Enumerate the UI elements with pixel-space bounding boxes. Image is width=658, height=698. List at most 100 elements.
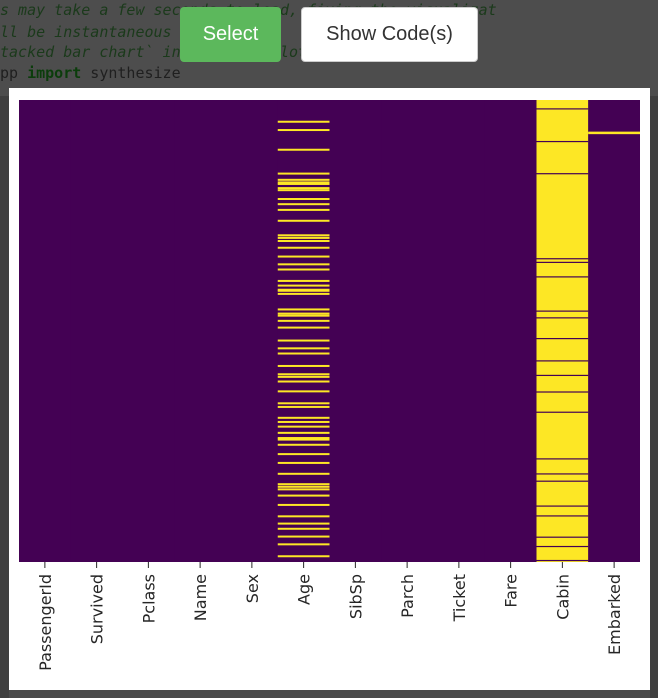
missing-cell [277,472,330,475]
present-cell [536,360,589,362]
missing-cell [277,326,330,329]
code-keyword: import [27,64,82,82]
present-cell [536,458,589,460]
heatmap-column [329,100,382,562]
missing-cell [277,555,330,558]
x-tick-label: Embarked [605,574,624,655]
present-cell [536,374,589,377]
missing-cell [277,120,330,123]
present-cell [536,140,589,143]
heatmap-column [277,100,330,562]
missing-cell [277,314,330,317]
x-tick-label: Fare [502,574,521,608]
show-code-button[interactable]: Show Code(s) [301,7,478,62]
x-tick-label: Name [191,574,210,621]
missing-cell [277,182,330,185]
missing-cell [277,189,330,192]
missing-cell [277,375,330,378]
present-cell [536,173,589,175]
missing-cell [277,416,330,419]
present-cell [536,317,589,319]
heatmap-column [70,100,123,562]
heatmap-column [433,100,485,562]
x-tick-label: Survived [88,574,107,644]
missing-cell [277,289,330,292]
x-tick-label: Ticket [450,574,469,622]
code-comment-line: ll be instantaneous [0,23,172,41]
missing-cell [277,234,330,237]
present-cell [536,480,589,482]
chart-panel: PassengerId Survived Pclass Name Sex Age SibSp… [9,88,650,690]
x-tick-label: Age [295,574,314,605]
missing-cell [277,284,330,287]
x-tick-label: Sex [243,574,262,603]
missing-cell [277,535,330,538]
missing-cell [277,420,330,423]
x-tick-label: Cabin [553,574,572,620]
heatmap-column [122,100,175,562]
missing-cell [277,380,330,383]
x-tick-label: Parch [398,574,417,618]
missing-cell [277,543,330,546]
missing-cell [277,268,330,271]
heatmap-column [588,100,640,562]
missing-cell [277,390,330,393]
select-button[interactable]: Select [180,7,281,62]
missing-cell [277,181,330,184]
missing-cell [277,402,330,405]
missing-cell [277,279,330,282]
x-tick-label: SibSp [346,574,365,619]
missing-cell [277,483,330,486]
present-cell [536,505,589,507]
missing-cell [277,373,330,376]
present-cell [536,536,589,538]
present-cell [536,258,589,260]
present-cell [536,338,589,340]
missing-cell [277,347,330,350]
present-cell [536,261,589,263]
missing-cell [277,129,330,132]
present-cell [536,276,589,278]
missing-cell [536,100,589,562]
missing-cell [277,488,330,491]
present-cell [536,391,589,393]
missing-cell [277,352,330,355]
missing-cell [277,515,330,518]
missing-cell [277,148,330,151]
code-token: synthesize [81,64,181,82]
heatmap-column [19,100,71,562]
missing-cell [277,431,330,434]
missing-cell [277,437,330,440]
missing-cell [277,208,330,211]
background-right-edge [650,96,658,698]
missing-cell [277,364,330,367]
background-left-edge [0,96,9,698]
present-cell [536,473,589,475]
missing-cell [277,438,330,441]
missing-cell [277,236,330,239]
missing-cell [277,485,330,488]
heatmap-column [174,100,226,562]
missing-cell [277,219,330,222]
present-cell [536,411,589,413]
missing-cell [588,132,640,135]
missing-cell [277,255,330,258]
missing-cell [277,319,330,322]
missing-cell [277,246,330,249]
missing-cell [277,527,330,530]
missing-cell [277,178,330,181]
missing-cell [277,425,330,428]
missing-cell [277,461,330,464]
missing-values-heatmap: PassengerId Survived Pclass Name Sex Age SibSp… [19,100,640,671]
missing-cell [277,263,330,266]
missing-cell [277,339,330,342]
code-import-line: pp import synthesize [0,63,181,83]
missing-cell [277,292,330,295]
x-tick-label: PassengerId [36,574,55,671]
missing-cell [277,187,330,190]
present-cell [536,108,589,110]
code-token: pp [0,64,28,82]
missing-cell [277,405,330,408]
missing-cell [277,443,330,446]
missing-cell [277,312,330,315]
